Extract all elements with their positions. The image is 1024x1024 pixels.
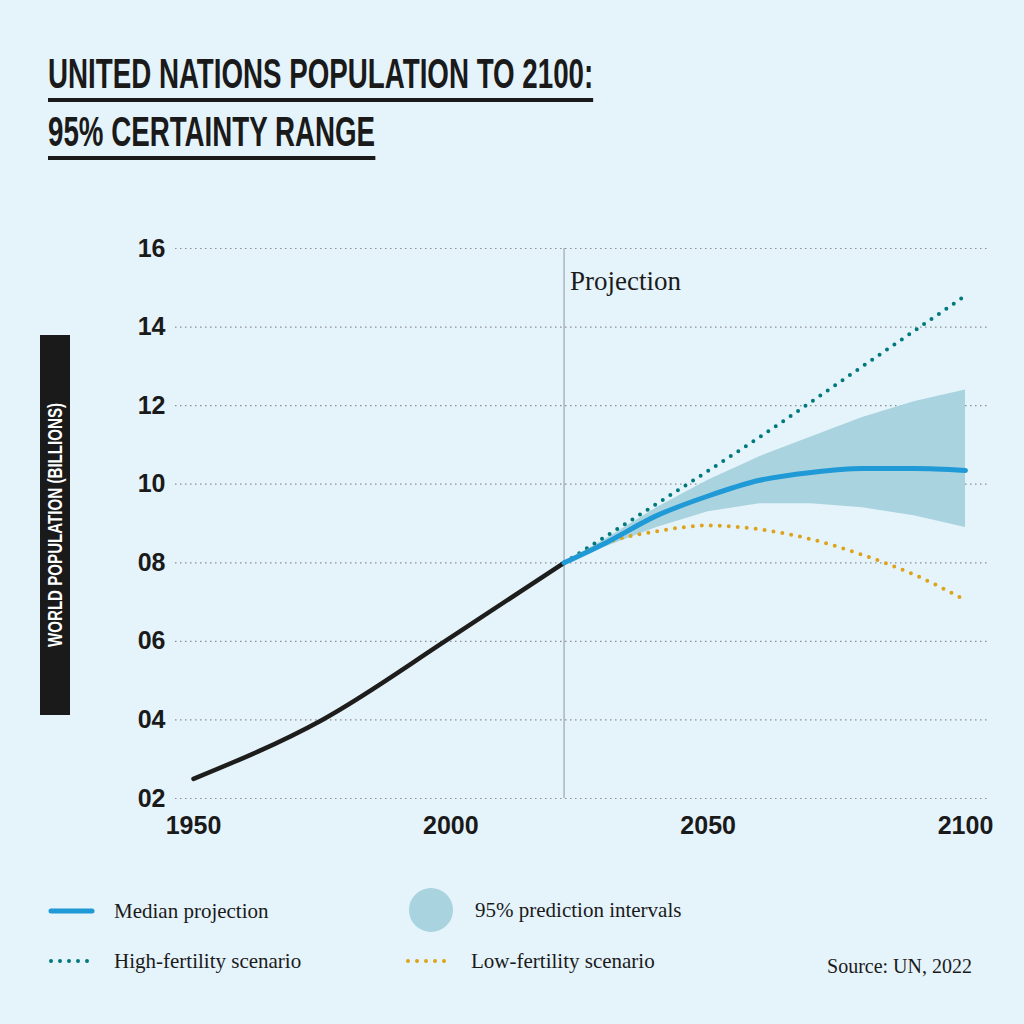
svg-text:12: 12 <box>138 391 166 419</box>
html-text:Source: UN, 2022: Source: UN, 2022 <box>827 955 972 977</box>
html-text:UNITED NATIONS POPULATION TO 2: UNITED NATIONS POPULATION TO 2100: <box>48 50 594 97</box>
svg-text:04: 04 <box>138 705 166 733</box>
svg-text:2100: 2100 <box>938 811 994 839</box>
html-text:Median projection: Median projection <box>114 898 269 923</box>
svg-text:Projection: Projection <box>570 266 681 296</box>
html-text:High-fertility scenario: High-fertility scenario <box>114 948 302 973</box>
svg-text:06: 06 <box>138 626 166 654</box>
html-text:95% CERTAINTY RANGE: 95% CERTAINTY RANGE <box>48 108 376 155</box>
svg-text:2000: 2000 <box>423 811 479 839</box>
html-text:Low-fertility scenario: Low-fertility scenario <box>471 948 655 973</box>
html-text:95% prediction intervals: 95% prediction intervals <box>475 897 682 922</box>
svg-text:10: 10 <box>138 469 166 497</box>
svg-text:2050: 2050 <box>680 811 736 839</box>
svg-text:16: 16 <box>138 234 166 262</box>
svg-text:02: 02 <box>138 784 166 812</box>
html-text:WORLD POPULATION (BILLIONS): WORLD POPULATION (BILLIONS) <box>43 402 66 648</box>
svg-text:08: 08 <box>138 548 166 576</box>
svg-text:1950: 1950 <box>166 811 222 839</box>
svg-text:14: 14 <box>138 312 166 340</box>
